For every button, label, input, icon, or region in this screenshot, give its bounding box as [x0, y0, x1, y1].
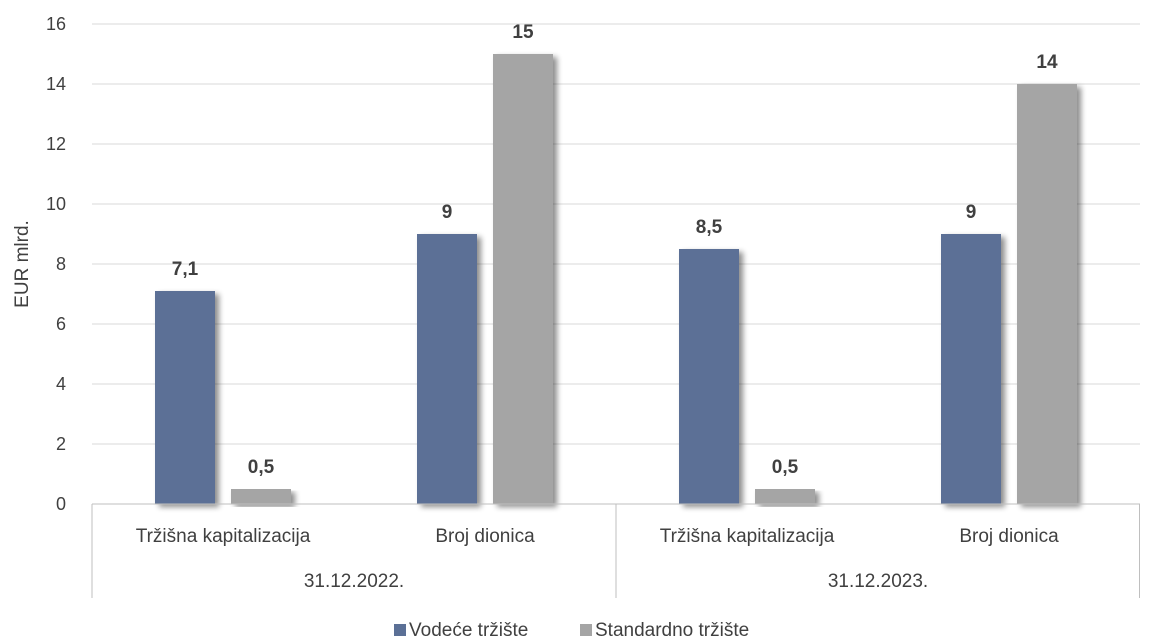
y-tick-label: 14: [46, 74, 66, 94]
y-tick-label: 8: [56, 254, 66, 274]
x-axis: Tržišna kapitalizacija Broj dionica 31.12.…: [91, 503, 1140, 598]
bar: [1017, 84, 1077, 504]
category-label: Tržišna kapitalizacija: [136, 526, 311, 547]
bar: [493, 54, 553, 504]
bar: [231, 489, 291, 504]
data-label: 8,5: [696, 217, 723, 238]
data-label: 9: [442, 202, 453, 223]
bar: [155, 291, 215, 504]
data-label: 14: [1036, 52, 1058, 73]
data-label: 0,5: [772, 457, 799, 478]
y-tick-label: 2: [56, 434, 66, 454]
y-tick-label: 10: [46, 194, 66, 214]
bar: [417, 234, 477, 504]
group-label: 31.12.2022.: [304, 571, 404, 592]
legend-swatch: [580, 624, 592, 636]
y-axis-ticks: 0 2 4 6 8 10 12 14 16: [46, 14, 66, 514]
data-label: 7,1: [172, 259, 199, 280]
y-tick-label: 0: [56, 494, 66, 514]
legend-label: Standardno tržište: [595, 620, 749, 641]
bars: [155, 54, 1077, 504]
y-tick-label: 6: [56, 314, 66, 334]
y-axis-label: EUR mlrd.: [12, 220, 33, 308]
y-tick-label: 4: [56, 374, 66, 394]
bar: [679, 249, 739, 504]
data-label: 9: [966, 202, 977, 223]
category-label: Broj dionica: [435, 526, 535, 547]
bar: [941, 234, 1001, 504]
group-label: 31.12.2023.: [828, 571, 928, 592]
data-labels: 7,1 0,5 9 15 8,5 0,5 9 14: [172, 22, 1058, 478]
bar: [755, 489, 815, 504]
y-tick-label: 12: [46, 134, 66, 154]
legend-label: Vodeće tržište: [409, 620, 528, 641]
legend: Vodeće tržište Standardno tržište: [394, 620, 749, 641]
y-tick-label: 16: [46, 14, 66, 34]
data-label: 15: [512, 22, 534, 43]
category-label: Broj dionica: [959, 526, 1059, 547]
gridlines: [92, 23, 1140, 445]
legend-swatch: [394, 624, 406, 636]
data-label: 0,5: [248, 457, 275, 478]
category-label: Tržišna kapitalizacija: [660, 526, 835, 547]
